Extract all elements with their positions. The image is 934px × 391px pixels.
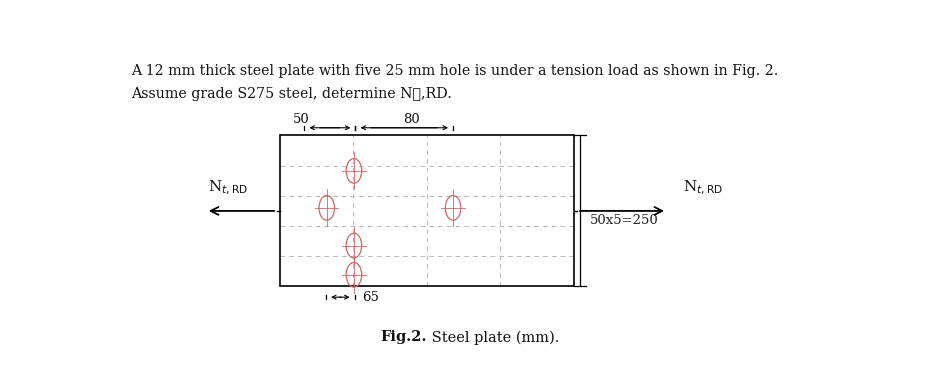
Bar — [279, 135, 574, 285]
Text: N$_{\mathit{t},\mathrm{RD}}$: N$_{\mathit{t},\mathrm{RD}}$ — [683, 179, 723, 197]
Text: Fig.2.: Fig.2. — [380, 330, 427, 344]
Text: Steel plate (mm).: Steel plate (mm). — [427, 330, 559, 345]
Text: 80: 80 — [403, 113, 420, 126]
Text: Assume grade S275 steel, determine Nᵬ,RD.: Assume grade S275 steel, determine Nᵬ,RD… — [131, 87, 451, 101]
Text: 50: 50 — [292, 113, 309, 126]
Text: A 12 mm thick steel plate with five 25 mm hole is under a tension load as shown : A 12 mm thick steel plate with five 25 m… — [131, 64, 778, 78]
Text: 50x5=250: 50x5=250 — [589, 213, 658, 227]
Text: 65: 65 — [361, 291, 379, 304]
Text: N$_{\mathit{t},\mathrm{RD}}$: N$_{\mathit{t},\mathrm{RD}}$ — [207, 179, 248, 197]
